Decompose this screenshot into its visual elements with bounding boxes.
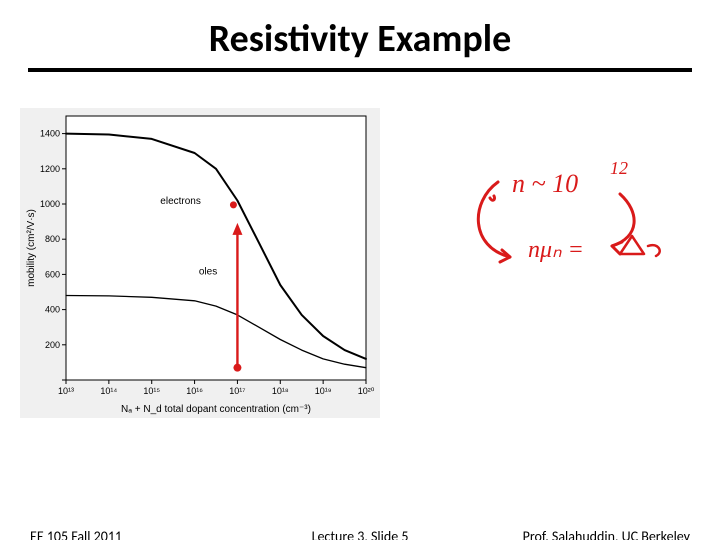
svg-text:12: 12	[610, 158, 628, 178]
svg-text:n ~ 10: n ~ 10	[512, 169, 578, 198]
svg-text:nμₙ =: nμₙ =	[528, 237, 584, 263]
svg-text:10²⁰: 10²⁰	[358, 386, 375, 396]
svg-text:1200: 1200	[40, 164, 60, 174]
svg-text:oles: oles	[199, 266, 217, 277]
svg-text:200: 200	[45, 340, 60, 350]
svg-text:600: 600	[45, 269, 60, 279]
svg-text:1000: 1000	[40, 199, 60, 209]
svg-text:mobility (cm²/V·s): mobility (cm²/V·s)	[26, 209, 37, 287]
title-underline	[28, 68, 692, 72]
svg-text:800: 800	[45, 234, 60, 244]
svg-text:10¹⁵: 10¹⁵	[143, 386, 160, 396]
footer-lecture: Lecture 3, Slide 5	[312, 528, 409, 540]
svg-text:1400: 1400	[40, 129, 60, 139]
svg-text:10¹⁴: 10¹⁴	[100, 386, 117, 396]
svg-text:electrons: electrons	[160, 196, 201, 207]
footer-prof: Prof. Salahuddin, UC Berkeley	[523, 528, 690, 540]
mobility-chart: 200 400 600 800 1000 1200 1400 10¹³ 10¹⁴ 10¹⁵ 10¹⁶…	[20, 108, 380, 418]
content-area: 200 400 600 800 1000 1200 1400 10¹³ 10¹⁴ 10¹⁵ 10¹⁶…	[0, 102, 720, 502]
svg-text:10¹³: 10¹³	[58, 386, 74, 396]
svg-text:10¹⁶: 10¹⁶	[186, 386, 203, 396]
page-title: Resistivity Example	[0, 16, 720, 62]
footer-course: EE 105 Fall 2011	[30, 528, 122, 540]
svg-text:400: 400	[45, 305, 60, 315]
svg-text:10¹⁸: 10¹⁸	[272, 386, 289, 396]
svg-text:10¹⁹: 10¹⁹	[315, 386, 332, 396]
handwritten-annotations: n ~ 10 12 nμₙ =	[450, 142, 690, 322]
svg-text:Nₐ + N_d total dopant concentr: Nₐ + N_d total dopant concentration (cm⁻…	[121, 404, 311, 415]
svg-text:10¹⁷: 10¹⁷	[229, 386, 245, 396]
